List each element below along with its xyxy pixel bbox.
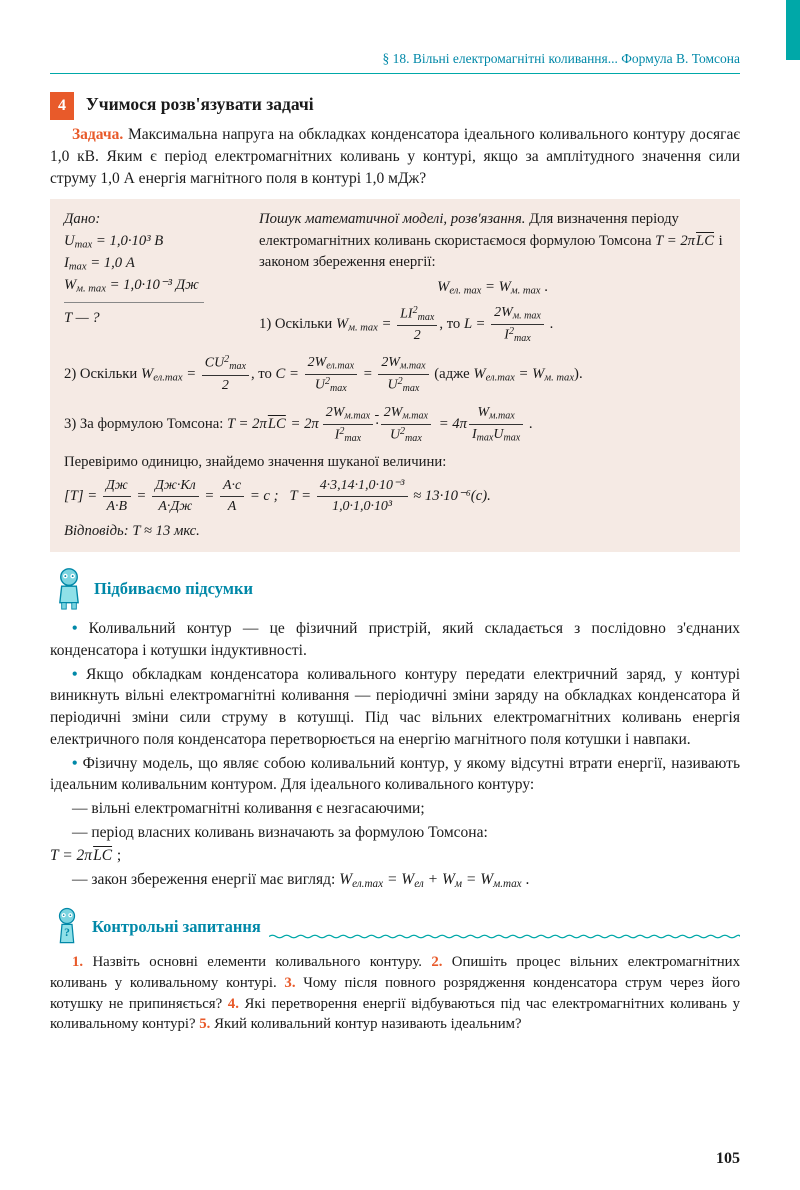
header-divider	[50, 73, 740, 74]
given-block: Дано: Umax = 1,0·10³ В Imax = 1,0 А Wм. …	[64, 209, 259, 329]
problem-text: Максимальна напруга на обкладках конденс…	[50, 126, 740, 186]
step-3: 3) За формулою Томсона: T = 2πLC = 2π2Wм…	[64, 403, 726, 447]
find-line: T — ?	[64, 310, 100, 326]
questions-paragraph: 1. Назвіть основні елементи коливального…	[50, 952, 740, 1035]
summary-p2: • Якщо обкладкам конденсатора коливально…	[50, 664, 740, 751]
summary-li2: — період власних коливань визначають за …	[50, 822, 740, 844]
section-number-badge: 4	[50, 92, 74, 120]
summary-title: Підбиваємо підсумки	[94, 577, 253, 600]
questions-header: ? Контрольні запитання	[50, 906, 740, 946]
summary-p1: • Коливальний контур — це фізичний прист…	[50, 618, 740, 661]
section-title: Учимося розв'язувати задачі	[86, 94, 314, 114]
corner-accent	[786, 0, 800, 60]
page-number: 105	[716, 1148, 740, 1170]
given-label: Дано:	[64, 211, 100, 227]
wavy-rule	[269, 924, 740, 929]
summary-li1: — вільні електромагнітні коливання є нез…	[50, 798, 740, 820]
solution-box: Дано: Umax = 1,0·10³ В Imax = 1,0 А Wм. …	[50, 199, 740, 552]
summary-header: Підбиваємо підсумки	[50, 566, 740, 610]
check-line: Перевіримо одиницю, знайдемо значення шу…	[64, 452, 726, 473]
summary-li2-formula: T = 2πLC ;	[50, 845, 740, 867]
problem-label: Задача.	[72, 126, 123, 143]
robot-question-icon: ?	[50, 906, 84, 946]
solution-text: Пошук математичної моделі, розв'язання. …	[259, 209, 726, 347]
given-divider	[64, 302, 204, 303]
robot-icon	[50, 566, 88, 610]
unit-check: [T] = ДжА·В = Дж·КлА·Дж = А·сА = с ; T =…	[64, 476, 726, 518]
step-2: 2) Оскільки Wел.max = CU2max2, то C = 2W…	[64, 353, 726, 397]
problem-paragraph: Задача. Максимальна напруга на обкладках…	[50, 124, 740, 189]
section-header: 4 Учимося розв'язувати задачі	[50, 92, 740, 120]
answer-line: Відповідь: T ≈ 13 мкс.	[64, 521, 726, 542]
chapter-reference: § 18. Вільні електромагнітні коливання..…	[50, 50, 740, 69]
svg-text:?: ?	[64, 926, 70, 939]
summary-p3: • Фізичну модель, що являє собою коливал…	[50, 753, 740, 796]
summary-li3: — закон збереження енергії має вигляд: W…	[50, 869, 740, 892]
questions-title: Контрольні запитання	[92, 915, 261, 938]
